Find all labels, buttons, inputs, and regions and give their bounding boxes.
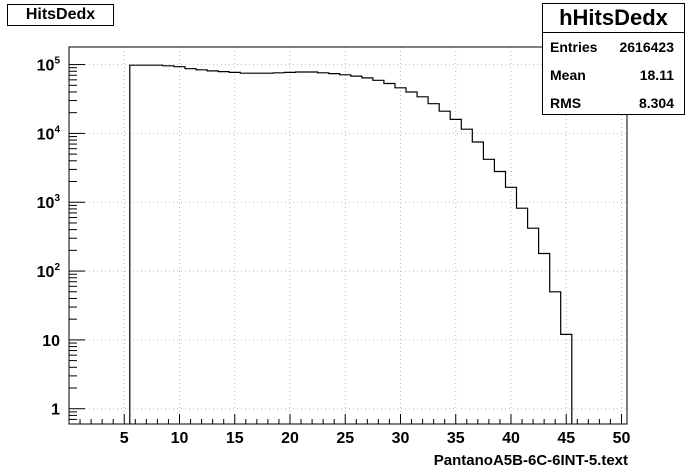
stats-value: 2616423 bbox=[619, 39, 674, 55]
y-tick-label: 1 bbox=[51, 402, 60, 419]
plot-frame bbox=[68, 46, 628, 425]
stats-title: hHitsDedx bbox=[543, 4, 684, 33]
stats-row-mean: Mean 18.11 bbox=[543, 61, 684, 89]
x-tick-label: 40 bbox=[502, 430, 520, 447]
x-tick-label: 45 bbox=[557, 430, 575, 447]
chart-title: HitsDedx bbox=[7, 4, 114, 26]
x-tick-label: 25 bbox=[336, 430, 354, 447]
stats-value: 8.304 bbox=[638, 95, 674, 111]
x-tick-label: 20 bbox=[281, 430, 299, 447]
y-tick-label: 102 bbox=[37, 262, 61, 281]
stats-label: Entries bbox=[550, 39, 598, 55]
x-tick-label: 30 bbox=[392, 430, 410, 447]
x-axis: 5 10 15 20 25 30 35 40 45 50 bbox=[79, 414, 631, 447]
y-axis: 1 10 102 103 104 105 bbox=[37, 56, 85, 425]
y-tick-label: 104 bbox=[37, 124, 61, 143]
stats-box: hHitsDedx Entries 2616423 Mean 18.11 RMS… bbox=[542, 3, 685, 115]
y-tick-label: 105 bbox=[37, 56, 61, 75]
x-tick-label: 5 bbox=[120, 430, 129, 447]
y-tick-label: 10 bbox=[42, 333, 60, 350]
x-axis-label: PantanoA5B-6C-6INT-5.text bbox=[433, 452, 628, 469]
stats-value: 18.11 bbox=[639, 67, 674, 83]
stats-label: RMS bbox=[550, 95, 582, 111]
y-tick-label: 103 bbox=[37, 193, 61, 212]
grid-lines bbox=[69, 47, 627, 424]
stats-label: Mean bbox=[550, 67, 586, 83]
x-tick-label: 15 bbox=[226, 430, 244, 447]
x-tick-label: 10 bbox=[171, 430, 189, 447]
histogram-outline bbox=[129, 64, 573, 424]
stats-row-entries: Entries 2616423 bbox=[543, 33, 684, 61]
x-tick-label: 35 bbox=[447, 430, 465, 447]
x-tick-label: 50 bbox=[613, 430, 631, 447]
stats-row-rms: RMS 8.304 bbox=[543, 89, 684, 117]
